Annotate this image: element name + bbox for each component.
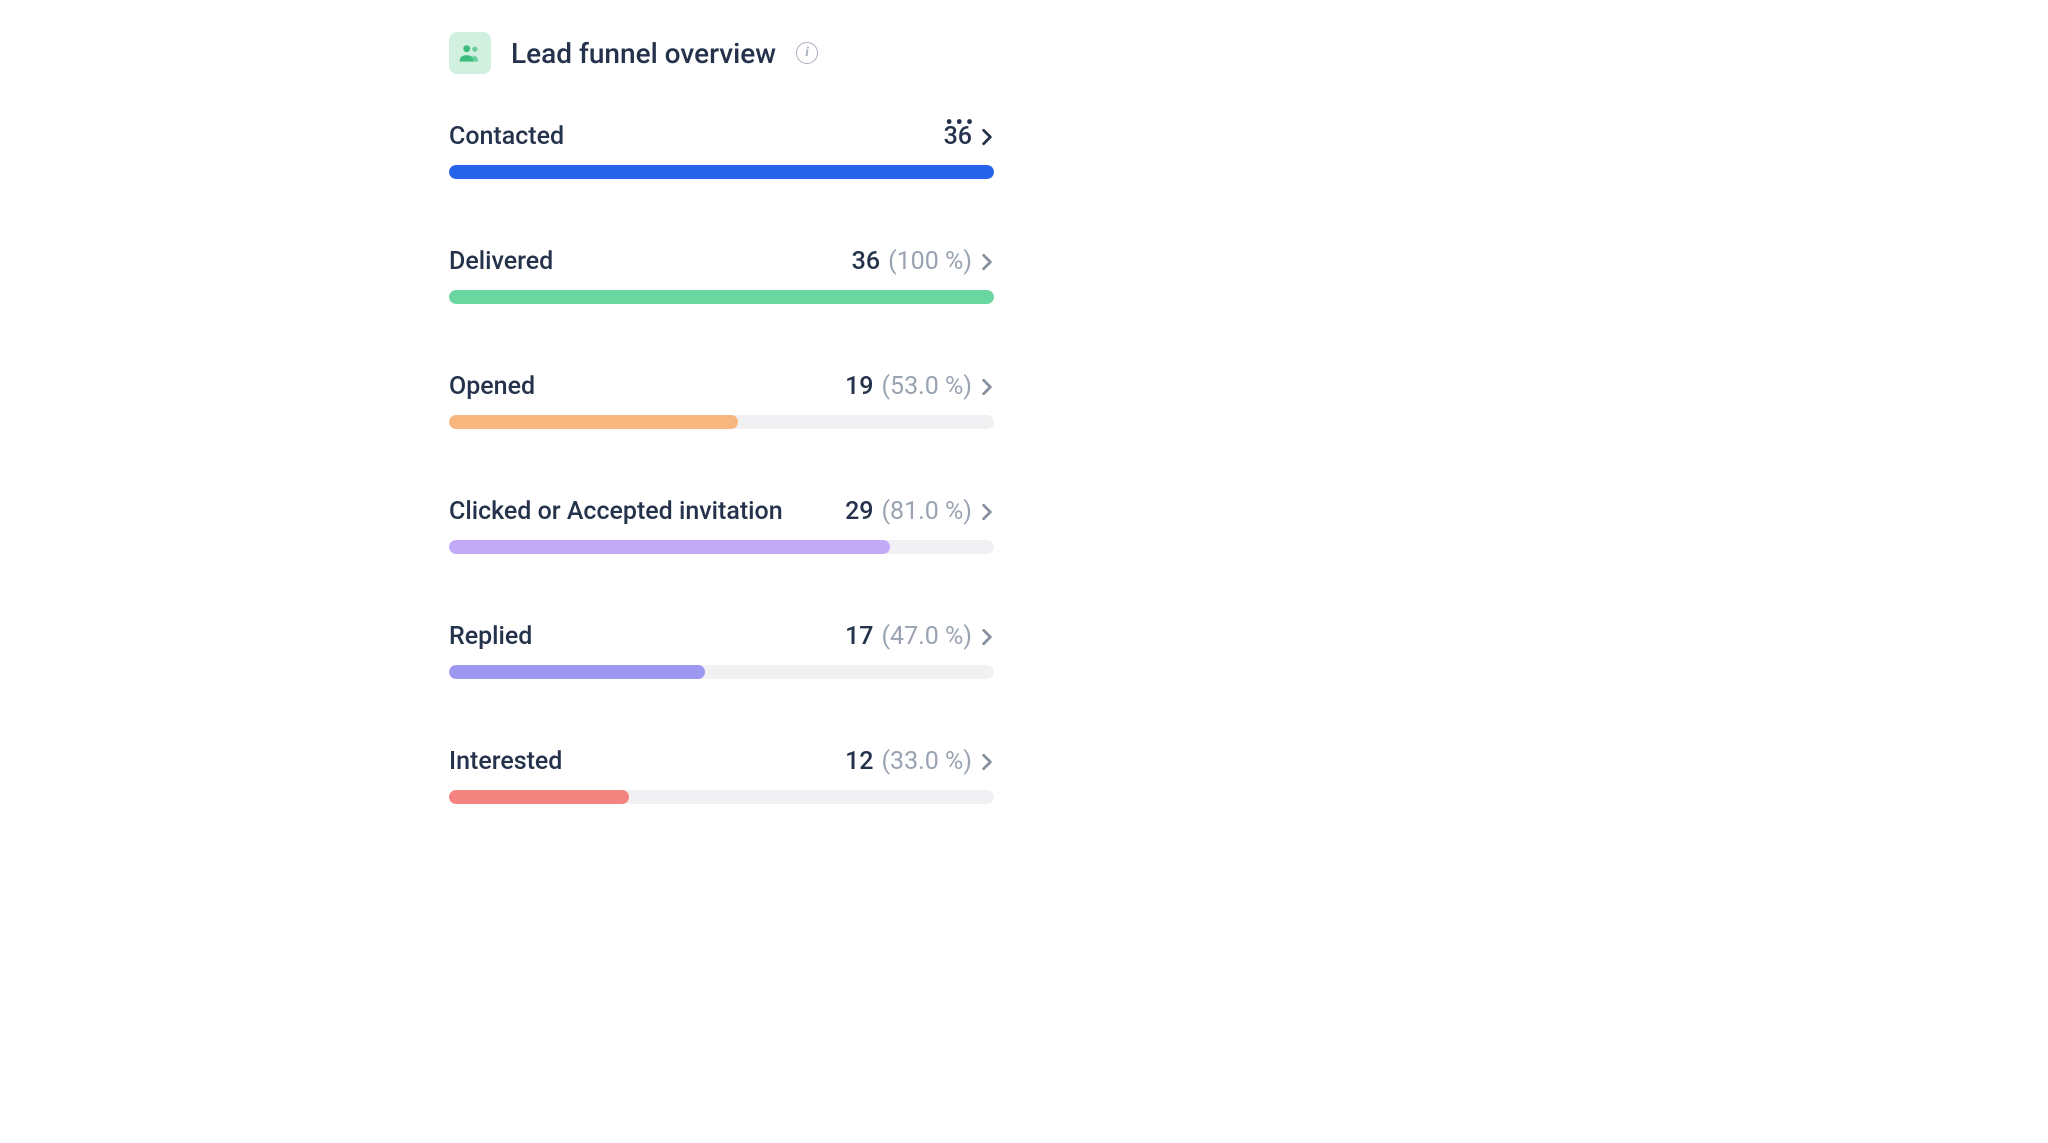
chevron-right-icon xyxy=(980,253,994,271)
progress-track xyxy=(449,540,994,554)
chevron-right-icon xyxy=(980,753,994,771)
stage-value-wrap: 29 (81.0 %) xyxy=(845,497,994,526)
stage-value: 29 xyxy=(845,497,873,526)
chevron-right-icon xyxy=(980,128,994,146)
stage-label: Contacted xyxy=(449,122,564,151)
stage-row: Contacted 36 xyxy=(449,122,994,151)
funnel-stage-contacted[interactable]: Contacted 36 xyxy=(449,122,994,179)
funnel-stages: Contacted 36 Delivered 36 (100 %) xyxy=(449,122,994,804)
funnel-stage-opened[interactable]: Opened 19 (53.0 %) xyxy=(449,372,994,429)
stage-percent: (100 %) xyxy=(888,247,972,276)
stage-percent: (33.0 %) xyxy=(881,747,972,776)
progress-fill xyxy=(449,665,705,679)
stage-label: Delivered xyxy=(449,247,553,276)
stage-row: Interested 12 (33.0 %) xyxy=(449,747,994,776)
stage-row: Clicked or Accepted invitation 29 (81.0 … xyxy=(449,497,994,526)
people-icon xyxy=(449,32,491,74)
progress-track xyxy=(449,790,994,804)
funnel-stage-clicked[interactable]: Clicked or Accepted invitation 29 (81.0 … xyxy=(449,497,994,554)
progress-track xyxy=(449,415,994,429)
stage-percent: (53.0 %) xyxy=(881,372,972,401)
info-icon[interactable]: i xyxy=(796,42,818,64)
stage-percent: (81.0 %) xyxy=(881,497,972,526)
stage-value: 19 xyxy=(845,372,873,401)
funnel-stage-interested[interactable]: Interested 12 (33.0 %) xyxy=(449,747,994,804)
progress-track xyxy=(449,290,994,304)
card-title: Lead funnel overview xyxy=(511,37,776,70)
stage-label: Replied xyxy=(449,622,532,651)
lead-funnel-card: Lead funnel overview i ••• Contacted 36 … xyxy=(449,32,994,804)
progress-track xyxy=(449,165,994,179)
card-header: Lead funnel overview i xyxy=(449,32,994,74)
progress-track xyxy=(449,665,994,679)
progress-fill xyxy=(449,415,738,429)
more-menu-button[interactable]: ••• xyxy=(945,110,976,134)
stage-row: Delivered 36 (100 %) xyxy=(449,247,994,276)
stage-value-wrap: 19 (53.0 %) xyxy=(845,372,994,401)
stage-row: Replied 17 (47.0 %) xyxy=(449,622,994,651)
stage-value-wrap: 36 (100 %) xyxy=(852,247,994,276)
chevron-right-icon xyxy=(980,628,994,646)
progress-fill xyxy=(449,290,994,304)
stage-label: Interested xyxy=(449,747,562,776)
stage-label: Clicked or Accepted invitation xyxy=(449,497,783,526)
progress-fill xyxy=(449,790,629,804)
funnel-stage-delivered[interactable]: Delivered 36 (100 %) xyxy=(449,247,994,304)
chevron-right-icon xyxy=(980,378,994,396)
progress-fill xyxy=(449,165,994,179)
chevron-right-icon xyxy=(980,503,994,521)
stage-value: 12 xyxy=(845,747,873,776)
stage-row: Opened 19 (53.0 %) xyxy=(449,372,994,401)
funnel-stage-replied[interactable]: Replied 17 (47.0 %) xyxy=(449,622,994,679)
stage-value-wrap: 12 (33.0 %) xyxy=(845,747,994,776)
stage-percent: (47.0 %) xyxy=(881,622,972,651)
stage-value: 17 xyxy=(845,622,873,651)
stage-value: 36 xyxy=(852,247,880,276)
stage-value-wrap: 17 (47.0 %) xyxy=(845,622,994,651)
progress-fill xyxy=(449,540,890,554)
stage-label: Opened xyxy=(449,372,535,401)
